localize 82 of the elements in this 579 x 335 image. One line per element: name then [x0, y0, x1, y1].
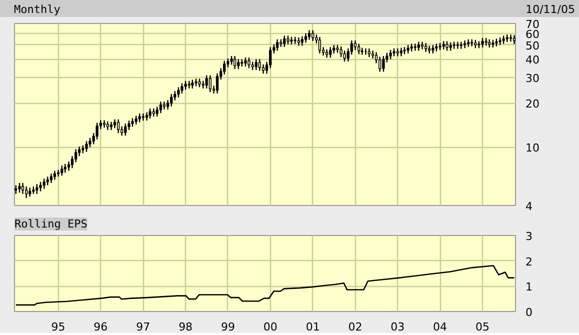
candlestick — [21, 182, 24, 195]
candlestick — [414, 43, 416, 52]
candlestick — [470, 38, 474, 47]
candlestick — [60, 164, 64, 176]
line-series — [15, 264, 515, 306]
y-tick-label: 20 — [526, 98, 540, 111]
candlestick — [481, 37, 484, 48]
candlestick — [382, 55, 385, 72]
y-tick-label: 40 — [526, 54, 540, 67]
candlestick — [116, 118, 120, 134]
x-tick-label: 02 — [348, 320, 362, 334]
x-tick-label: 98 — [178, 320, 193, 334]
candlestick — [50, 173, 53, 184]
candlestick — [28, 187, 32, 198]
candlestick — [300, 36, 304, 46]
candlestick — [124, 123, 127, 136]
candlestick — [312, 30, 314, 42]
x-tick-label: 01 — [306, 320, 320, 334]
candlestick — [329, 46, 332, 58]
candlestick — [318, 36, 322, 54]
candlestick — [358, 43, 360, 55]
candlestick — [233, 55, 236, 70]
candlestick — [420, 41, 424, 50]
candlestick — [304, 32, 308, 44]
candlestick — [96, 122, 98, 140]
y-tick-label: 10 — [526, 142, 540, 155]
candlestick — [88, 137, 92, 148]
candlestick — [85, 140, 88, 152]
chart-title: Monthly — [14, 2, 60, 18]
candlestick — [36, 184, 38, 195]
candlestick — [371, 50, 374, 60]
x-tick-label: 97 — [136, 320, 150, 334]
x-tick-label: 03 — [390, 320, 405, 334]
candlestick — [216, 72, 219, 94]
candlestick — [166, 99, 170, 110]
candlestick — [208, 74, 212, 93]
candlestick — [276, 38, 279, 52]
y-tick-label: 1 — [526, 280, 532, 294]
candlestick — [308, 30, 311, 40]
candlestick — [170, 93, 173, 108]
candlestick — [343, 50, 346, 62]
candlestick — [177, 86, 180, 98]
candlestick — [180, 82, 184, 94]
candlestick — [142, 112, 145, 122]
candlestick — [354, 40, 357, 51]
candlestick — [42, 178, 46, 190]
y-tick-label: 0 — [526, 306, 532, 319]
y-tick-label: 3 — [526, 230, 532, 243]
candlestick — [237, 58, 240, 70]
x-tick-label: 00 — [263, 320, 278, 334]
chart-title: Rolling EPS — [14, 218, 88, 230]
candlestick — [188, 80, 190, 90]
x-tick-label: 04 — [433, 320, 448, 334]
candlestick — [456, 41, 459, 50]
candlestick — [39, 181, 42, 192]
y-tick-label: 2 — [526, 255, 532, 268]
x-tick-label: 95 — [51, 320, 66, 334]
candlestick — [446, 40, 448, 52]
candlestick — [378, 56, 382, 72]
candlestick — [389, 49, 392, 60]
candlestick — [56, 169, 60, 178]
y-tick-label: 50 — [526, 39, 540, 52]
candlestick — [25, 186, 28, 199]
candlestick — [248, 56, 250, 69]
candlestick — [467, 38, 470, 48]
candlestick — [159, 100, 162, 114]
candlestick — [258, 58, 261, 72]
candlestick — [18, 182, 21, 194]
x-tick-label: 05 — [476, 320, 490, 334]
x-tick-label: 96 — [94, 320, 108, 334]
y-tick-label: 4 — [526, 200, 532, 213]
candlestick — [428, 45, 431, 54]
candlestick — [254, 58, 258, 71]
y-tick-label: 30 — [526, 72, 540, 85]
candlestick — [223, 60, 226, 76]
candlestick — [205, 74, 208, 90]
candlestick — [102, 120, 106, 128]
candlestick — [148, 108, 152, 120]
candlestick — [340, 46, 342, 58]
candlestick — [283, 35, 286, 48]
x-tick-label: 99 — [220, 320, 235, 334]
text: 10/11/05 — [526, 2, 575, 18]
